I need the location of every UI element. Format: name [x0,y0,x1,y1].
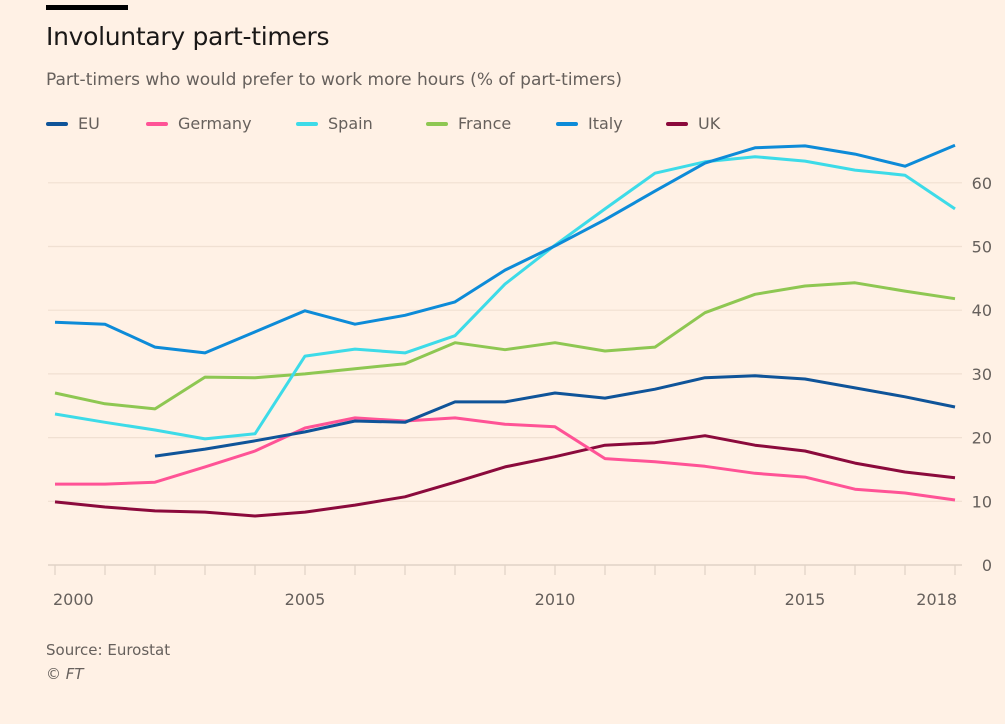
legend-swatch [146,121,168,126]
y-tick-label: 0 [982,556,992,575]
series-line-spain [54,155,956,441]
series-line-eu [154,374,956,458]
x-axis-labels: 2000 2005 2010 2015 2018 [53,590,957,609]
legend-label: Spain [328,114,373,133]
x-tick-label: 2015 [785,590,826,609]
series-line-italy [54,143,956,355]
gridlines [48,182,962,502]
source-note: Source: Eurostat [46,641,171,659]
legend-label: Germany [178,114,252,133]
y-tick-label: 40 [972,301,992,320]
y-tick-label: 30 [972,365,992,384]
header-rule [46,5,128,10]
y-tick-label: 50 [972,238,992,257]
series-lines [54,143,956,518]
x-tick-label: 2010 [535,590,576,609]
x-tick-label: 2018 [916,590,957,609]
legend-label: UK [698,114,721,133]
legend-label: Italy [588,114,623,133]
series-line-uk [54,434,956,518]
x-tick-label: 2005 [285,590,326,609]
y-axis-labels: 0 10 20 30 40 50 60 [972,174,992,575]
legend: EU Germany Spain France Italy UK [46,114,726,133]
legend-swatch [666,121,688,126]
legend-item-eu: EU [46,114,146,133]
legend-item-uk: UK [666,114,726,133]
series-line-france [54,281,956,411]
legend-swatch [556,121,578,126]
legend-label: EU [78,114,100,133]
series-line-germany [55,416,956,502]
copyright-note: © FT [46,665,84,683]
legend-item-italy: Italy [556,114,666,133]
legend-item-spain: Spain [296,114,426,133]
y-tick-label: 60 [972,174,992,193]
x-axis [48,564,962,575]
legend-swatch [296,121,318,126]
legend-item-france: France [426,114,556,133]
legend-swatch [426,121,448,126]
x-tick-label: 2000 [53,590,94,609]
chart-subtitle: Part-timers who would prefer to work mor… [46,70,623,90]
legend-swatch [46,121,68,126]
legend-label: France [458,114,512,133]
y-tick-label: 10 [972,492,992,511]
legend-item-germany: Germany [146,114,296,133]
chart-title: Involuntary part-timers [46,22,330,51]
y-tick-label: 20 [972,429,992,448]
